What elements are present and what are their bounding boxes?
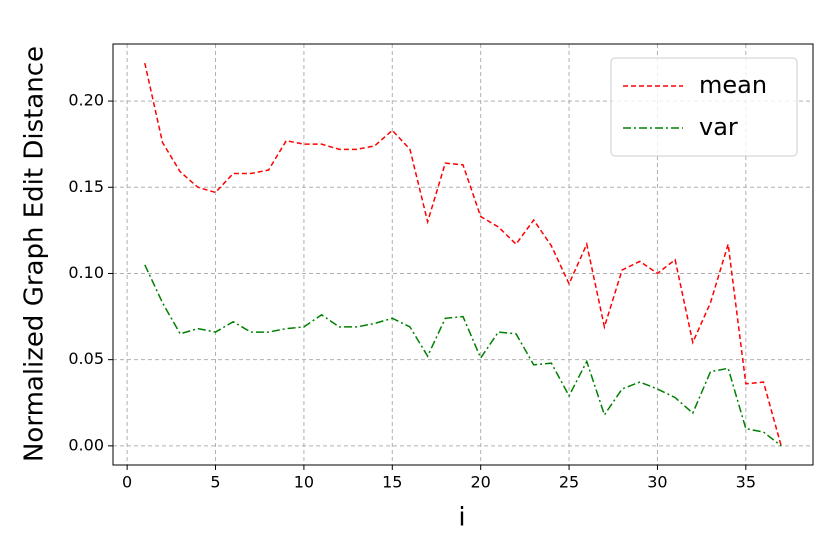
y-tick-label: 0.10	[68, 263, 104, 282]
x-tick-label: 20	[470, 473, 490, 492]
y-axis-label: Normalized Graph Edit Distance	[20, 46, 50, 462]
x-tick-label: 5	[210, 473, 220, 492]
y-tick-label: 0.00	[68, 435, 104, 454]
legend-label: mean	[699, 71, 767, 99]
legend: mean var	[610, 57, 798, 157]
series-line	[144, 62, 782, 447]
x-tick-label: 30	[647, 473, 667, 492]
x-tick-label: 0	[122, 473, 132, 492]
x-axis-label: i	[458, 503, 465, 533]
y-tick-label: 0.15	[68, 177, 104, 196]
y-tick-label: 0.05	[68, 349, 104, 368]
x-tick-label: 10	[294, 473, 314, 492]
legend-box	[610, 57, 798, 157]
x-tick-label: 25	[559, 473, 579, 492]
y-tick-label: 0.20	[68, 91, 104, 110]
plot-frame	[112, 43, 814, 466]
series-line	[144, 264, 782, 447]
x-tick-label: 15	[382, 473, 402, 492]
x-tick-label: 35	[736, 473, 756, 492]
legend-label: var	[699, 113, 738, 141]
